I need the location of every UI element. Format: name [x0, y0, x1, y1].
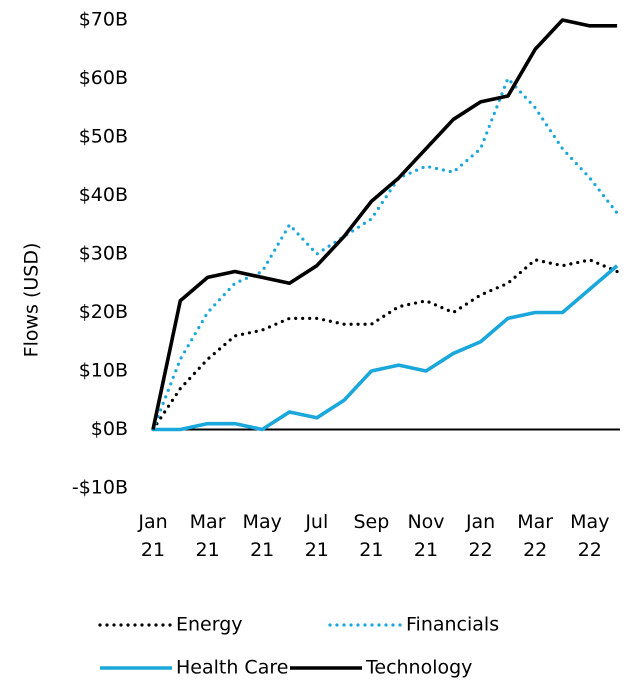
x-tick-label: Sep 21	[353, 511, 389, 561]
x-tick-label: Mar 22	[517, 511, 553, 561]
legend-label: Technology	[365, 657, 472, 679]
y-tick-label: $40B	[79, 184, 128, 206]
y-tick-label: $30B	[79, 243, 128, 265]
line-series	[153, 264, 619, 432]
x-tick-label: May 21	[243, 511, 282, 561]
x-tick-label: May 22	[570, 511, 609, 561]
y-tick-label: $60B	[79, 67, 128, 89]
y-tick-label: $70B	[79, 9, 128, 31]
legend-label: Financials	[406, 614, 499, 636]
x-tick-label: Jan 22	[465, 511, 495, 561]
y-axis-label: Flows (USD)	[21, 243, 43, 358]
y-tick-label: $10B	[79, 360, 128, 382]
x-tick-label: Nov 21	[407, 511, 444, 561]
line-series	[151, 76, 619, 432]
legend-label: Energy	[176, 614, 243, 636]
y-tick-label: $20B	[79, 301, 128, 323]
x-tick-label: Jul 21	[304, 511, 329, 561]
x-tick-label: Mar 21	[190, 511, 226, 561]
line-series	[151, 18, 618, 430]
y-tick-label: $0B	[91, 418, 128, 440]
legend-label: Health Care	[176, 657, 288, 679]
y-tick-label: -$10B	[72, 477, 128, 499]
x-tick-label: Jan 21	[137, 511, 167, 561]
line-series	[151, 258, 619, 432]
y-tick-label: $50B	[79, 126, 128, 148]
